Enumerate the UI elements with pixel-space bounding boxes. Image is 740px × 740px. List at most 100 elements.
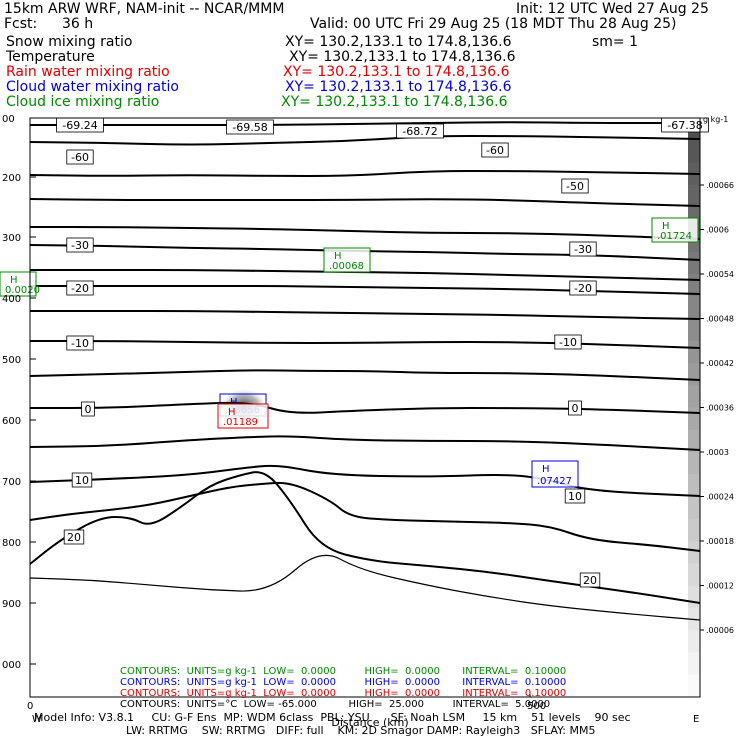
y-tick-label: 400 bbox=[2, 294, 21, 305]
maximum-box bbox=[651, 217, 699, 243]
contour-label-box bbox=[66, 237, 94, 253]
contour-info-rain: CONTOURS: UNITS=g kg-1 LOW= 0.0000 HIGH=… bbox=[120, 688, 567, 699]
colorbar-band bbox=[688, 429, 700, 453]
isotherm-10 bbox=[29, 464, 701, 497]
contour-label-box bbox=[66, 335, 94, 351]
colorbar-unit: g kg-1 bbox=[703, 115, 728, 124]
forecast-hours: 36 h bbox=[62, 16, 94, 32]
colorbar: .00066 .0006 .00054 .00048 .00042 .00036 .0003… bbox=[688, 118, 734, 698]
contour-label-box bbox=[579, 572, 601, 588]
isotherm-20 bbox=[29, 471, 701, 604]
contour-label: -10 bbox=[559, 336, 577, 349]
isotherm--60 bbox=[29, 169, 701, 178]
colorbar-band bbox=[688, 251, 700, 275]
contour-label: -20 bbox=[574, 282, 592, 295]
contour-label: -67.38 bbox=[667, 119, 702, 132]
colorbar-band bbox=[688, 474, 700, 498]
maximum-marker: H bbox=[228, 407, 236, 418]
colorbar-tick-label: .00036 bbox=[706, 404, 734, 413]
west-label: W bbox=[32, 714, 42, 725]
contour-label: -30 bbox=[574, 243, 592, 256]
colorbar-band bbox=[688, 340, 700, 364]
x-tick-label: 0 bbox=[27, 701, 33, 712]
colorbar-band bbox=[688, 674, 700, 698]
colorbar-tick-label: .00054 bbox=[706, 270, 734, 279]
colorbar-band bbox=[688, 318, 700, 342]
contour-label: -69.58 bbox=[232, 121, 267, 134]
colorbar-band bbox=[688, 452, 700, 475]
contour-label-box bbox=[561, 178, 589, 194]
maximum-box bbox=[217, 403, 269, 429]
field-name-rain: Rain water mixing ratio bbox=[6, 64, 170, 80]
colorbar-band bbox=[688, 140, 700, 164]
contour-label: 10 bbox=[75, 474, 89, 487]
colorbar-band bbox=[688, 296, 700, 319]
contour-info-cloud-ice: CONTOURS: UNITS=g kg-1 LOW= 0.0000 HIGH=… bbox=[120, 666, 567, 677]
isotherm--40 bbox=[30, 226, 701, 240]
colorbar-band bbox=[688, 362, 700, 386]
colorbar-band bbox=[688, 385, 700, 408]
field-xy-rain: XY= 130.2,133.1 to 174.8,136.6 bbox=[283, 64, 510, 80]
plot-frame bbox=[29, 117, 701, 698]
forecast-label: Fcst: bbox=[4, 16, 38, 32]
terrain-profile bbox=[29, 554, 701, 621]
model-title: 15km ARW WRF, NAM-init -- NCAR/MMM bbox=[4, 1, 285, 17]
colorbar-band bbox=[688, 184, 700, 208]
contour-label: -10 bbox=[71, 337, 89, 350]
y-tick-label: 900 bbox=[2, 599, 21, 610]
y-tick-label: 500 bbox=[2, 355, 21, 366]
isotherm--5 bbox=[29, 369, 701, 381]
y-tick-label: 000 bbox=[2, 660, 21, 671]
colorbar-band bbox=[688, 630, 700, 653]
east-label: E bbox=[693, 714, 699, 725]
colorbar-tick-label: .0006 bbox=[706, 226, 729, 235]
maxima-labels: H.00068H.01724H0.0020H.07427H.03656H.011… bbox=[0, 217, 699, 488]
colorbar-tick-label: .00006 bbox=[706, 626, 734, 635]
isotherm-5 bbox=[29, 435, 701, 451]
contour-label-box bbox=[71, 472, 93, 488]
maximum-value: .01189 bbox=[223, 417, 258, 428]
contour-label: -60 bbox=[71, 151, 89, 164]
contour-label: -30 bbox=[71, 239, 89, 252]
colorbar-tick-label: .00024 bbox=[706, 493, 734, 502]
contour-label: -60 bbox=[486, 144, 504, 157]
colorbar-tick-label: .00066 bbox=[706, 181, 734, 190]
field-xy-temperature: XY= 130.2,133.1 to 174.8,136.6 bbox=[289, 49, 516, 65]
x-axis: 0 500 Distance (km) W E bbox=[27, 691, 699, 729]
contour-label: -68.72 bbox=[402, 125, 437, 138]
colorbar-band bbox=[688, 652, 700, 676]
field-smooth-snow: sm= 1 bbox=[592, 34, 639, 50]
contour-label-box bbox=[66, 280, 94, 296]
model-info-line-2: LW: RRTMG SW: RRTMG DIFF: full KM: 2D Sm… bbox=[126, 724, 596, 737]
y-tick-label: 700 bbox=[2, 477, 21, 488]
isotherm-15 bbox=[29, 481, 701, 552]
maximum-marker: H bbox=[230, 397, 238, 408]
contour-label-box bbox=[569, 280, 597, 296]
contour-label-box bbox=[81, 401, 95, 417]
maximum-marker: H bbox=[334, 251, 342, 262]
contour-label: -50 bbox=[566, 180, 584, 193]
model-info-line-1: Model Info: V3.8.1 CU: G-F Ens MP: WDM 6… bbox=[34, 711, 631, 724]
contour-label: 20 bbox=[67, 531, 81, 544]
contour-info-temperature: CONTOURS: UNITS=°C LOW= -65.000 HIGH= 25… bbox=[120, 699, 551, 710]
field-xy-cloud-ice: XY= 130.2,133.1 to 174.8,136.6 bbox=[281, 94, 508, 110]
isotherm--50 bbox=[29, 198, 701, 207]
isotherm--15 bbox=[30, 310, 701, 320]
init-time: Init: 12 UTC Wed 27 Aug 25 bbox=[516, 1, 709, 17]
isotherm-0 bbox=[30, 401, 701, 414]
terrain-line bbox=[29, 554, 701, 621]
maximum-value: .00068 bbox=[329, 261, 364, 272]
contour-label: 20 bbox=[583, 574, 597, 587]
field-name-temperature: Temperature bbox=[6, 49, 95, 65]
colorbar-tick-label: .00042 bbox=[706, 359, 734, 368]
colorbar-tick-label: .00018 bbox=[706, 537, 734, 546]
contour-label-box bbox=[63, 529, 85, 545]
contour-label-box bbox=[554, 334, 582, 350]
x-axis-label: Distance (km) bbox=[331, 716, 408, 729]
isotherm--20 bbox=[30, 284, 701, 295]
field-name-cloud-water: Cloud water mixing ratio bbox=[6, 79, 179, 95]
maximum-value: .07427 bbox=[537, 476, 572, 487]
y-tick-label: 600 bbox=[2, 416, 21, 427]
contour-label: 0 bbox=[85, 403, 92, 416]
